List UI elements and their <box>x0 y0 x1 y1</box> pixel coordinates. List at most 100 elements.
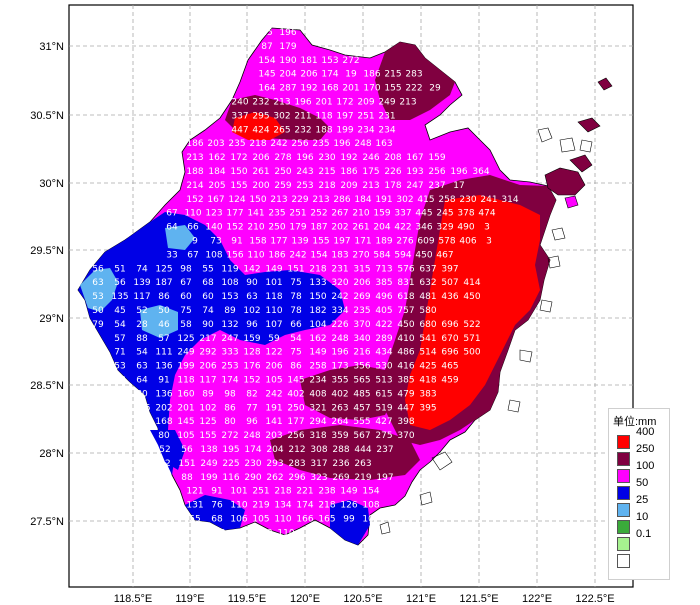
station-value: 378 <box>457 209 474 219</box>
station-value: 53 <box>92 292 103 302</box>
station-value: 46 <box>158 320 170 330</box>
station-value: 530 <box>375 362 392 372</box>
station-value: 252 <box>310 209 327 219</box>
station-value: 191 <box>375 195 392 205</box>
station-value: 424 <box>252 125 269 135</box>
station-value: 144 <box>111 389 128 399</box>
station-value: 256 <box>428 167 445 177</box>
light-rain-zone-north-west <box>165 225 195 250</box>
station-value: 196 <box>450 167 467 177</box>
station-value: 59 <box>268 334 280 344</box>
station-value: 132 <box>221 320 238 330</box>
x-tick-label: 119°E <box>175 593 204 605</box>
station-value: 105 <box>265 376 282 386</box>
station-value: 55 <box>202 264 213 274</box>
station-value: 320 <box>331 278 348 288</box>
station-value: 567 <box>353 431 370 441</box>
station-value: 54 <box>290 334 302 344</box>
station-value: 230 <box>318 153 335 163</box>
station-value: 52 <box>159 445 170 455</box>
station-value: 261 <box>352 223 369 233</box>
moderate-rain-zone-south <box>185 495 245 530</box>
station-value: 64 <box>136 376 148 386</box>
station-value: 204 <box>266 445 283 455</box>
station-value: 164 <box>258 84 275 94</box>
station-value: 80 <box>224 417 236 427</box>
station-value: 87 <box>261 42 272 52</box>
station-value: 174 <box>221 376 238 386</box>
station-value: 174 <box>296 501 313 511</box>
station-value: 211 <box>294 111 311 121</box>
station-value: 91 <box>158 376 169 386</box>
station-value: 17 <box>453 181 464 191</box>
station-value: 150 <box>249 195 266 205</box>
station-value: 176 <box>243 362 260 372</box>
island <box>559 137 576 153</box>
station-value: 555 <box>353 417 370 427</box>
station-value: 162 <box>309 334 326 344</box>
x-tick-label: 120.5°E <box>343 593 382 605</box>
station-value: 159 <box>428 153 445 163</box>
station-value: 218 <box>318 501 335 511</box>
station-value: 242 <box>270 139 287 149</box>
station-value: 213 <box>399 98 416 108</box>
station-value: 329 <box>436 223 453 233</box>
station-value: 118 <box>315 111 332 121</box>
station-value: 410 <box>397 334 414 344</box>
station-value: 383 <box>419 389 436 399</box>
y-tick-label: 31°N <box>39 41 64 53</box>
island <box>379 521 391 535</box>
station-value: 145 <box>258 70 275 80</box>
station-value: 184 <box>354 195 371 205</box>
station-value: 346 <box>415 223 432 233</box>
station-value: 159 <box>373 209 390 219</box>
station-value: 248 <box>331 334 348 344</box>
station-value: 406 <box>459 237 476 247</box>
station-value: 204 <box>279 70 296 80</box>
station-value: 398 <box>397 417 414 427</box>
station-value: 831 <box>397 278 414 288</box>
station-value: 272 <box>221 431 238 441</box>
island <box>537 127 553 143</box>
station-value: 231 <box>331 264 348 274</box>
station-value: 75 <box>290 278 301 288</box>
station-value: 141 <box>247 209 264 219</box>
station-value: 263 <box>331 403 348 413</box>
station-value: 216 <box>353 348 370 358</box>
x-tick-label: 122°E <box>522 593 552 605</box>
station-value: 187 <box>155 278 172 288</box>
station-value: 90 <box>202 320 214 330</box>
station-value: 102 <box>243 306 260 316</box>
station-value: 125 <box>199 417 216 427</box>
station-value: 186 <box>268 250 285 260</box>
station-value: 251 <box>357 111 374 121</box>
station-value: 418 <box>419 376 436 386</box>
station-value: 136 <box>155 362 172 372</box>
station-value: 333 <box>221 348 238 358</box>
station-value: 65 <box>328 542 339 552</box>
station-value: 19 <box>345 70 357 80</box>
station-value: 287 <box>279 84 296 94</box>
island <box>519 349 533 363</box>
station-value: 102 <box>199 403 216 413</box>
station-value: 149 <box>340 487 357 497</box>
station-value: 108 <box>362 501 379 511</box>
heavy-rain-zone-south <box>270 425 420 480</box>
station-value: 670 <box>441 334 458 344</box>
station-value: 78 <box>290 306 302 316</box>
station-value: 89 <box>224 306 236 316</box>
station-value: 155 <box>199 431 216 441</box>
station-value: 135 <box>111 292 128 302</box>
station-value: 190 <box>279 56 296 66</box>
station-value: 226 <box>331 320 348 330</box>
station-value: 73 <box>210 237 221 247</box>
station-value: 129 <box>255 528 272 538</box>
station-value: 67 <box>166 209 177 219</box>
station-value: 172 <box>230 153 247 163</box>
station-value: 447 <box>231 125 248 135</box>
station-value: 158 <box>249 237 266 247</box>
station-value: 522 <box>463 320 480 330</box>
legend-label: 50 <box>636 477 649 489</box>
station-value: 232 <box>252 98 269 108</box>
